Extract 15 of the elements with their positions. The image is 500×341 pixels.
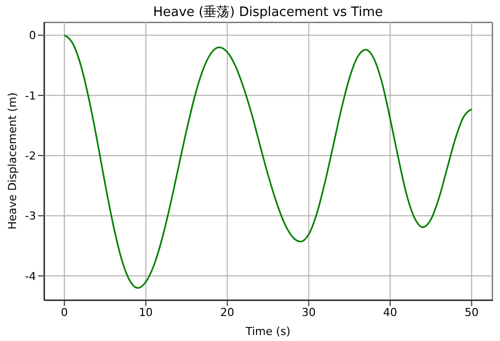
x-axis-title: Time (s) <box>244 325 290 338</box>
y-tick-label: -3 <box>25 210 36 223</box>
line-series <box>64 34 472 289</box>
x-tick-label: 0 <box>60 306 68 319</box>
y-axis-title: Heave Displacement (m) <box>6 92 19 230</box>
x-tick-label: 50 <box>464 306 479 319</box>
y-tick-label: -1 <box>25 89 36 102</box>
x-tick-label: 10 <box>138 306 153 319</box>
x-tick-label: 20 <box>220 306 234 319</box>
y-tick-label: -2 <box>25 149 36 162</box>
y-tick-label: 0 <box>29 29 36 42</box>
x-tick-label: 30 <box>302 306 316 319</box>
x-tick-label: 40 <box>383 306 398 319</box>
chart-title: Heave (垂荡) Displacement vs Time <box>152 4 384 21</box>
y-tick-label: -4 <box>25 270 36 283</box>
